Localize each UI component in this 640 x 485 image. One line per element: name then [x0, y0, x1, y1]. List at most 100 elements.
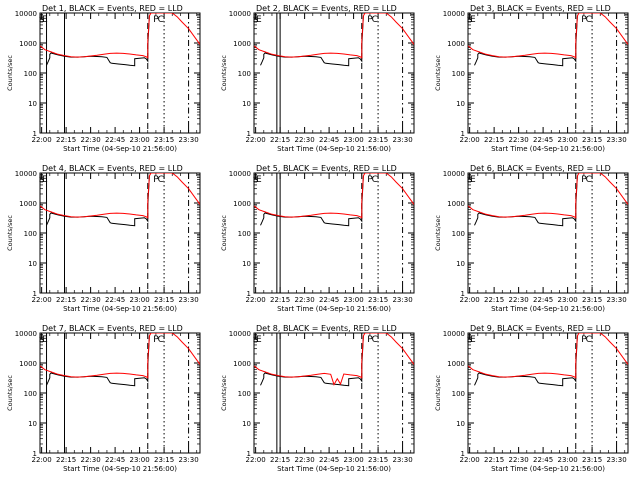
- x-tick-label: 22:15: [484, 136, 504, 144]
- flag-e: E: [470, 175, 476, 185]
- x-tick-label: 23:15: [582, 136, 602, 144]
- y-tick-label: 100: [452, 390, 465, 398]
- y-tick-label: 10000: [229, 330, 251, 338]
- series-events-line: [474, 335, 578, 387]
- panel-det-3: Det 3, BLACK = Events, RED = LLD 1 10 100 10…: [434, 4, 629, 153]
- y-tick-label: 100: [238, 70, 251, 78]
- y-tick-label: 100: [452, 230, 465, 238]
- y-tick-label: 1000: [233, 40, 251, 48]
- x-tick-label: 22:45: [105, 296, 125, 304]
- x-tick-label: 22:00: [460, 456, 480, 464]
- y-tick-label: 100: [452, 70, 465, 78]
- flag-s: S: [253, 15, 259, 25]
- x-tick-label: 23:15: [368, 456, 388, 464]
- x-tick-label: 23:30: [606, 456, 626, 464]
- flag-e: E: [42, 175, 48, 185]
- panel-det-9: Det 9, BLACK = Events, RED = LLD 1 10 100 10…: [434, 324, 629, 473]
- x-tick-label: 22:00: [246, 296, 266, 304]
- x-tick-label: 22:00: [460, 296, 480, 304]
- series-events-line: [260, 335, 364, 387]
- x-tick-label: 22:00: [32, 136, 52, 144]
- x-tick-label: 23:00: [343, 136, 363, 144]
- x-tick-label: 22:45: [319, 296, 339, 304]
- y-tick-label: 10000: [443, 10, 465, 18]
- plot-frame: [467, 332, 629, 454]
- flag-s: S: [39, 175, 45, 185]
- flag-p: P: [367, 335, 373, 345]
- x-tick-label: 23:15: [368, 136, 388, 144]
- x-tick-label: 22:15: [484, 296, 504, 304]
- x-axis-label: Start Time (04-Sep-10 21:56:00): [277, 465, 391, 473]
- series-events-line: [260, 15, 364, 67]
- series-lld-line: [254, 173, 414, 219]
- x-tick-label: 23:00: [129, 136, 149, 144]
- series-lld-line: [40, 173, 200, 219]
- y-tick-label: 1000: [447, 200, 465, 208]
- series-lld-line: [468, 173, 628, 219]
- y-tick-label: 10: [28, 420, 37, 428]
- x-axis-label: Start Time (04-Sep-10 21:56:00): [63, 145, 177, 153]
- flag-s: S: [39, 15, 45, 25]
- flag-s: S: [467, 335, 473, 345]
- panel-det-1: Det 1, BLACK = Events, RED = LLD 1 10 100 10…: [6, 4, 201, 153]
- series-events-line: [46, 15, 150, 67]
- panel-title: Det 2, BLACK = Events, RED = LLD: [256, 4, 397, 13]
- x-tick-label: 23:30: [178, 456, 198, 464]
- y-axis-label: Counts/sec: [434, 55, 442, 91]
- y-tick-label: 1: [33, 450, 37, 458]
- flag-p: P: [367, 15, 373, 25]
- x-tick-label: 22:00: [246, 456, 266, 464]
- plot-frame: [467, 12, 629, 134]
- y-tick-label: 10: [456, 100, 465, 108]
- y-tick-label: 1000: [233, 200, 251, 208]
- x-tick-label: 23:30: [606, 136, 626, 144]
- x-tick-label: 22:00: [246, 136, 266, 144]
- x-tick-label: 23:00: [557, 456, 577, 464]
- y-axis-label: Counts/sec: [220, 215, 228, 251]
- flag-e: E: [470, 15, 476, 25]
- flag-c: C: [158, 15, 164, 25]
- x-tick-label: 23:00: [129, 296, 149, 304]
- series-lld-line: [254, 333, 414, 386]
- y-axis-label: Counts/sec: [6, 215, 14, 251]
- y-tick-label: 100: [238, 390, 251, 398]
- x-tick-label: 22:15: [270, 456, 290, 464]
- panel-det-7: Det 7, BLACK = Events, RED = LLD 1 10 100 10…: [6, 324, 201, 473]
- flag-s: S: [253, 175, 259, 185]
- x-tick-label: 22:15: [270, 136, 290, 144]
- y-tick-label: 1: [247, 450, 251, 458]
- flag-e: E: [42, 15, 48, 25]
- x-tick-label: 22:30: [295, 136, 315, 144]
- x-tick-label: 23:15: [154, 136, 174, 144]
- panel-title: Det 4, BLACK = Events, RED = LLD: [42, 164, 183, 173]
- x-tick-label: 23:15: [154, 456, 174, 464]
- series-lld-line: [468, 13, 628, 59]
- flag-c: C: [158, 335, 164, 345]
- x-tick-label: 22:30: [509, 136, 529, 144]
- x-tick-label: 23:30: [606, 296, 626, 304]
- y-tick-label: 10: [456, 260, 465, 268]
- series-lld-line: [40, 13, 200, 59]
- panel-title: Det 1, BLACK = Events, RED = LLD: [42, 4, 183, 13]
- panel-det-5: Det 5, BLACK = Events, RED = LLD 1 10 100 10…: [220, 164, 415, 313]
- y-tick-label: 10: [242, 420, 251, 428]
- flag-p: P: [581, 335, 587, 345]
- y-tick-label: 10000: [229, 10, 251, 18]
- x-tick-label: 22:30: [81, 456, 101, 464]
- y-axis-label: Counts/sec: [220, 55, 228, 91]
- flag-p: P: [153, 15, 159, 25]
- y-tick-label: 10000: [15, 330, 37, 338]
- x-tick-label: 23:00: [129, 456, 149, 464]
- x-tick-label: 22:30: [295, 296, 315, 304]
- x-axis-label: Start Time (04-Sep-10 21:56:00): [277, 305, 391, 313]
- y-tick-label: 1000: [233, 360, 251, 368]
- plot-frame: [253, 172, 415, 294]
- panel-det-8: Det 8, BLACK = Events, RED = LLD 1 10 100 10…: [220, 324, 415, 473]
- y-tick-label: 10000: [15, 10, 37, 18]
- x-tick-label: 23:30: [392, 296, 412, 304]
- x-tick-label: 23:00: [343, 296, 363, 304]
- flag-s: S: [253, 335, 259, 345]
- y-axis-label: Counts/sec: [220, 375, 228, 411]
- x-axis-label: Start Time (04-Sep-10 21:56:00): [63, 305, 177, 313]
